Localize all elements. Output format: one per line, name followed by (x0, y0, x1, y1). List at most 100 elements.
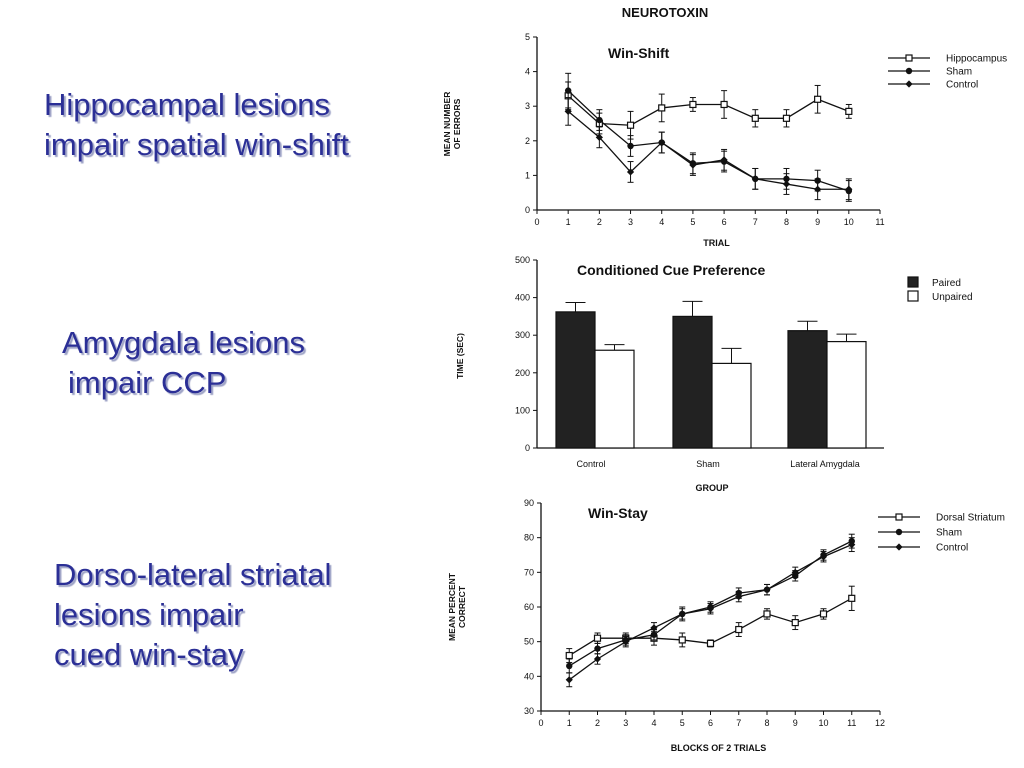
series-line (567, 95, 850, 126)
marker-filled-diamond (819, 553, 828, 561)
y-tick-label: 3 (525, 101, 530, 111)
y-tick-label: 4 (525, 67, 530, 77)
marker-filled-circle (627, 142, 634, 150)
marker-filled-diamond (565, 676, 573, 684)
marker-filled-diamond (593, 655, 602, 663)
x-tick-label: 6 (722, 217, 727, 227)
x-tick-label: 12 (875, 718, 885, 728)
marker-filled-circle (566, 662, 573, 670)
marker-filled-diamond (791, 568, 799, 576)
caption-hippocampal: Hippocampal lesions impair spatial win-s… (44, 85, 349, 165)
series-control (565, 537, 856, 688)
legend-swatch (907, 290, 919, 302)
marker-filled-circle (596, 116, 603, 124)
y-tick-label: 300 (515, 330, 530, 340)
x-tick-label: 1 (566, 217, 571, 227)
x-tick-label: 8 (784, 217, 789, 227)
category-label: Lateral Amygdala (790, 459, 860, 469)
y-tick-label: 2 (525, 136, 530, 146)
series-hippocampus (564, 81, 853, 140)
marker-filled-diamond (895, 543, 903, 551)
x-tick-label: 10 (818, 718, 828, 728)
marker-open-square (720, 100, 728, 109)
chart-title: Win-Shift (608, 45, 670, 61)
y-tick-label: 400 (515, 293, 530, 303)
marker-filled-diamond (658, 138, 666, 147)
bar-unpaired (711, 362, 752, 449)
marker-open-square (751, 114, 759, 122)
x-axis-label: BLOCKS OF 2 TRIALS (671, 743, 767, 753)
x-tick-label: 1 (567, 718, 572, 728)
legend-entry: Sham (878, 528, 962, 539)
x-tick-label: 3 (623, 718, 628, 728)
legend-label: Control (936, 543, 968, 554)
y-axis-label: MEAN NUMBER OF ERRORS (442, 92, 462, 157)
legend-entry: Sham (888, 67, 972, 78)
y-tick-label: 0 (525, 443, 530, 453)
chart-title: Conditioned Cue Preference (577, 262, 765, 278)
x-tick-label: 0 (534, 217, 539, 227)
y-axis-label-line: MEAN NUMBER (442, 92, 452, 157)
marker-filled-diamond (845, 185, 853, 193)
category-label: Control (576, 459, 605, 469)
marker-filled-diamond (626, 168, 635, 176)
x-tick-label: 4 (651, 718, 656, 728)
marker-filled-diamond (564, 107, 572, 115)
x-tick-label: 5 (680, 718, 685, 728)
y-tick-label: 1 (525, 170, 530, 180)
marker-open-square (819, 610, 828, 618)
main-title: NEUROTOXIN (621, 5, 709, 20)
y-tick-label: 5 (525, 32, 530, 42)
legend-entry: Hippocampus (888, 54, 1007, 65)
marker-filled-diamond (848, 541, 856, 549)
marker-open-square (895, 513, 903, 521)
caption-striatal: Dorso-lateral striatal lesions impair cu… (54, 555, 331, 675)
marker-open-square (905, 54, 913, 62)
y-tick-label: 90 (524, 498, 534, 508)
y-tick-label: 60 (524, 602, 534, 612)
marker-open-square (706, 639, 715, 648)
marker-open-square (658, 104, 666, 112)
legend-label: Unpaired (932, 292, 973, 303)
x-tick-label: 11 (847, 718, 856, 728)
y-axis-label-line: MEAN PERCENT (447, 572, 457, 641)
legend-label: Dorsal Striatum (936, 513, 1005, 524)
marker-open-square (565, 651, 573, 660)
series-sham (564, 72, 853, 202)
x-tick-label: 6 (708, 718, 713, 728)
caption-amygdala: Amygdala lesions impair CCP (62, 323, 305, 403)
legend-swatch (907, 276, 919, 288)
y-tick-label: 40 (524, 671, 534, 681)
bar-paired (555, 311, 596, 449)
legend-label: Sham (936, 528, 962, 539)
caption-line: Hippocampal lesions (44, 87, 331, 122)
bar-paired (787, 330, 828, 449)
marker-open-square (791, 618, 799, 627)
legend-label: Hippocampus (946, 54, 1007, 65)
marker-filled-diamond (763, 586, 771, 594)
x-tick-label: 9 (815, 217, 820, 227)
x-axis-label: GROUP (695, 483, 728, 493)
marker-filled-diamond (706, 605, 715, 613)
marker-filled-diamond (905, 80, 913, 88)
marker-open-square (593, 634, 602, 642)
bar-unpaired (826, 340, 867, 449)
marker-filled-diamond (622, 638, 630, 646)
y-axis-label: MEAN PERCENT CORRECT (447, 572, 467, 641)
legend-entry: Control (888, 80, 978, 91)
x-tick-label: 7 (736, 718, 741, 728)
x-tick-label: 9 (793, 718, 798, 728)
series-control (564, 97, 853, 201)
legend-label: Paired (932, 278, 961, 289)
marker-filled-diamond (735, 593, 743, 601)
marker-filled-diamond (678, 610, 686, 618)
y-axis-label-line: CORRECT (457, 585, 467, 628)
legend-entry: Dorsal Striatum (878, 513, 1005, 524)
marker-open-square (763, 610, 771, 618)
marker-open-square (689, 100, 697, 109)
caption-line: Dorso-lateral striatal (54, 557, 332, 592)
marker-filled-diamond (751, 175, 759, 183)
y-tick-label: 80 (524, 533, 534, 543)
marker-filled-diamond (595, 133, 603, 141)
